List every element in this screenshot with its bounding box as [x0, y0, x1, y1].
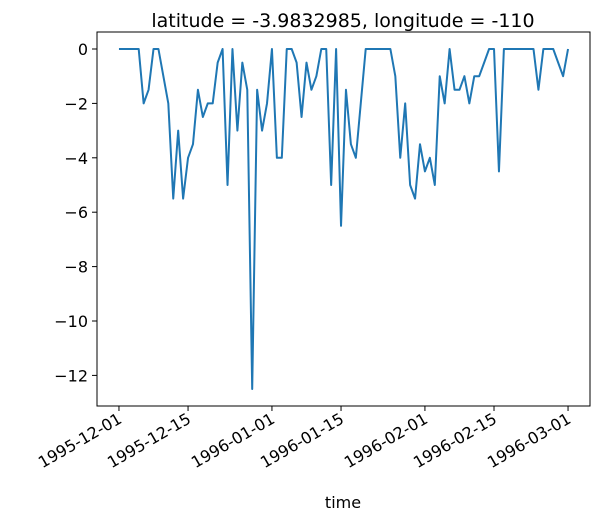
- chart-title: latitude = -3.9832985, longitude = -110: [151, 10, 534, 32]
- x-axis-label: time: [325, 493, 361, 512]
- y-tick-label: −10: [54, 312, 88, 331]
- x-tick-label: 1996-03-01: [484, 409, 574, 472]
- y-tick-label: −2: [64, 94, 88, 113]
- y-tick-label: −4: [64, 149, 88, 168]
- y-tick-label: 0: [78, 40, 88, 59]
- data-line: [118, 48, 570, 390]
- y-tick-label: −8: [64, 258, 88, 277]
- y-tick-label: −12: [54, 366, 88, 385]
- y-tick-label: −6: [64, 203, 88, 222]
- plot-frame: [96, 31, 591, 407]
